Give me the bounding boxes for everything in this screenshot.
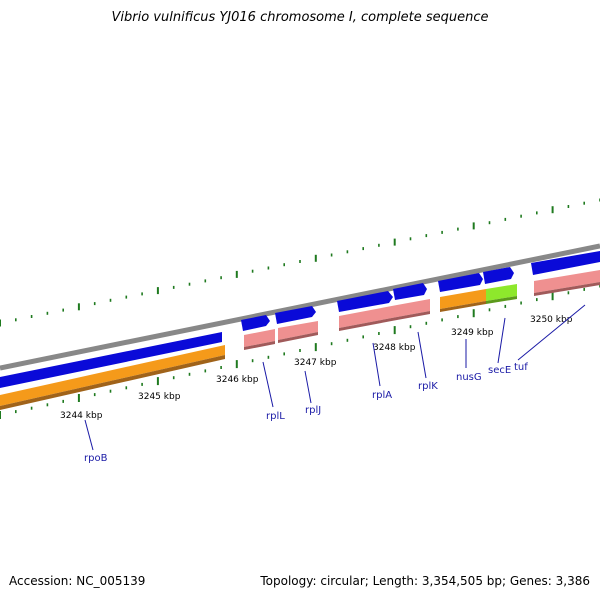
rpla-leader-line (372, 342, 381, 387)
backbone-line (0, 243, 600, 371)
sece-leader-line (497, 317, 506, 364)
rpla-cds-feature (339, 305, 397, 328)
rpla-cds-shadow (339, 317, 397, 331)
tuf-cds-feature (534, 270, 600, 293)
gene-label-tuf: tuf (514, 362, 528, 373)
tuf-cds-shadow (534, 282, 600, 296)
cds-features (0, 270, 600, 410)
gene-label-rplk: rplK (418, 381, 438, 392)
map-title: Vibrio vulnificus YJ016 chromosome I, co… (111, 10, 489, 25)
gene-label-rpob: rpoB (84, 453, 108, 464)
rplk-cds-shadow (397, 311, 430, 320)
gene-label-rpll: rplL (266, 411, 285, 422)
gene-label-rpla: rplA (372, 390, 392, 401)
rpll-forward-feature (241, 315, 270, 331)
scale-label: 3246 kbp (216, 375, 259, 385)
sece-cds-feature (486, 284, 517, 301)
rpob-forward-feature (0, 332, 222, 388)
rpll-cds-shadow (244, 341, 275, 350)
scale-label: 3244 kbp (60, 411, 103, 421)
gene-label-rplj: rplJ (305, 405, 321, 416)
nusg-cds-feature (440, 289, 486, 309)
gene-label-nusg: nusG (456, 372, 482, 383)
rpob-cds-shadow (0, 355, 225, 410)
rplj-forward-feature (275, 306, 316, 324)
scale-label: 3250 kbp (530, 315, 573, 325)
rpob-leader-line (84, 419, 94, 451)
rplj-cds-shadow (278, 332, 318, 343)
tuf-leader-line (517, 304, 586, 361)
rpll-leader-line (262, 361, 274, 408)
scale-label: 3245 kbp (138, 392, 181, 402)
tuf-forward-feature (531, 251, 600, 275)
sece-forward-feature (483, 267, 514, 284)
nusg-forward-feature (438, 273, 483, 292)
topology-text: Topology: circular; Length: 3,354,505 bp… (260, 574, 590, 588)
scale-labels: 3244 kbp 3245 kbp 3246 kbp 3247 kbp 3248… (60, 315, 573, 421)
scale-ticks (0, 198, 600, 419)
gene-leader-lines (84, 304, 586, 451)
rplj-cds-feature (278, 321, 318, 340)
rplk-leader-line (417, 331, 427, 379)
sece-cds-shadow (486, 296, 517, 304)
scale-label: 3248 kbp (373, 343, 416, 353)
rpob-cds-feature (0, 345, 225, 406)
nusg-cds-shadow (440, 301, 486, 312)
gene-labels: rpoB rplL rplJ rplA rplK nusG secE tuf (84, 362, 528, 464)
forward-strand-features (0, 251, 600, 388)
accession-text: Accession: NC_005139 (9, 574, 146, 588)
rpla-forward-feature (337, 291, 393, 312)
scale-label: 3249 kbp (451, 328, 494, 338)
gene-label-sece: secE (488, 365, 511, 376)
rplk-forward-feature (393, 283, 427, 300)
scale-label: 3247 kbp (294, 358, 337, 368)
rplj-leader-line (304, 370, 312, 404)
